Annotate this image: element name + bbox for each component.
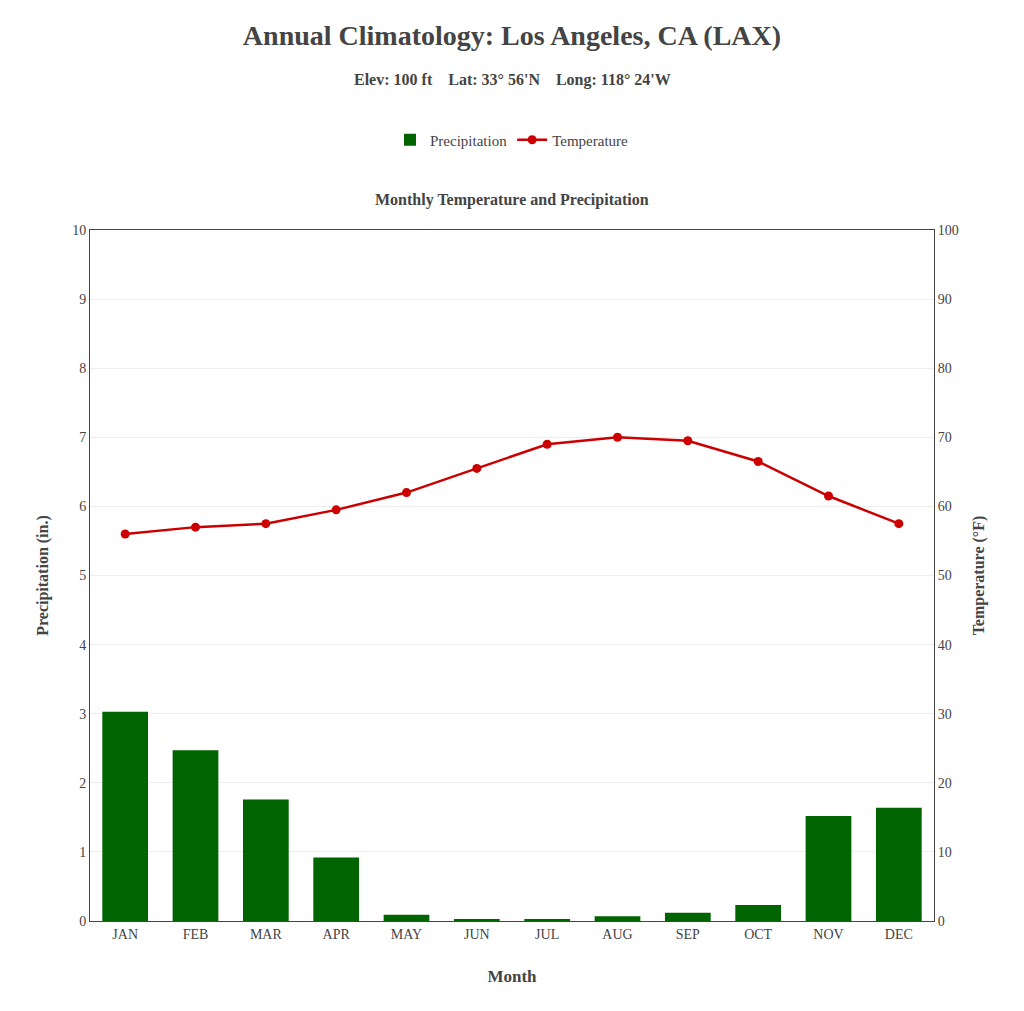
svg-text:MAY: MAY [391, 927, 422, 942]
svg-text:0: 0 [79, 914, 86, 929]
svg-text:20: 20 [938, 776, 952, 791]
svg-text:Temperature (°F): Temperature (°F) [970, 516, 988, 636]
svg-text:AUG: AUG [602, 927, 632, 942]
svg-text:JAN: JAN [112, 927, 138, 942]
svg-text:9: 9 [79, 292, 86, 307]
svg-text:DEC: DEC [885, 927, 913, 942]
svg-text:60: 60 [938, 499, 952, 514]
svg-text:OCT: OCT [744, 927, 772, 942]
svg-text:6: 6 [79, 499, 86, 514]
svg-text:Annual Climatology: Los Angele: Annual Climatology: Los Angeles, CA (LAX… [243, 20, 781, 51]
svg-text:4: 4 [79, 638, 86, 653]
svg-text:40: 40 [938, 638, 952, 653]
svg-text:8: 8 [79, 361, 86, 376]
svg-text:5: 5 [79, 568, 86, 583]
svg-text:80: 80 [938, 361, 952, 376]
svg-text:JUN: JUN [464, 927, 490, 942]
svg-text:Precipitation (in.): Precipitation (in.) [34, 515, 52, 636]
svg-text:Temperature: Temperature [552, 133, 628, 149]
svg-text:APR: APR [323, 927, 351, 942]
svg-text:Month: Month [487, 967, 537, 986]
svg-text:2: 2 [79, 776, 86, 791]
svg-text:JUL: JUL [535, 927, 559, 942]
svg-text:70: 70 [938, 430, 952, 445]
svg-text:0: 0 [938, 914, 945, 929]
svg-text:SEP: SEP [676, 927, 700, 942]
svg-text:Monthly Temperature and Precip: Monthly Temperature and Precipitation [375, 191, 649, 209]
svg-text:FEB: FEB [183, 927, 209, 942]
svg-text:90: 90 [938, 292, 952, 307]
svg-text:7: 7 [79, 430, 86, 445]
svg-text:50: 50 [938, 568, 952, 583]
svg-text:NOV: NOV [813, 927, 843, 942]
svg-text:1: 1 [79, 845, 86, 860]
svg-text:Elev: 100 ft Lat: 33° 56'N: Elev: 100 ft Lat: 33° 56'N Long: 118° 24… [354, 71, 671, 89]
svg-text:30: 30 [938, 707, 952, 722]
svg-text:MAR: MAR [250, 927, 283, 942]
svg-text:10: 10 [72, 223, 86, 238]
svg-text:Precipitation: Precipitation [430, 133, 507, 149]
svg-text:100: 100 [938, 223, 959, 238]
svg-text:10: 10 [938, 845, 952, 860]
svg-text:3: 3 [79, 707, 86, 722]
